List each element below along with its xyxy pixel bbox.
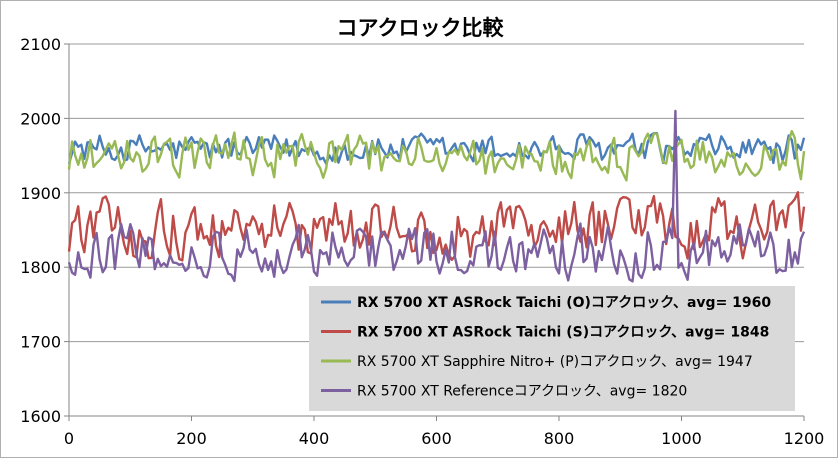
x-axis-ticks: 0 200 400 600 800 1000 1200 (64, 416, 824, 448)
x-tick-label: 200 (176, 429, 207, 448)
y-tick-label: 1600 (20, 407, 61, 426)
legend-label-4: RX 5700 XT Referenceコアクロック、avg= 1820 (357, 384, 687, 400)
x-tick-label: 600 (421, 429, 452, 448)
y-tick-label: 1800 (20, 258, 61, 277)
series-line-2 (67, 191, 806, 262)
series-line-3 (67, 129, 806, 182)
x-tick-label: 800 (544, 429, 575, 448)
y-axis-ticks: 1600 1700 1800 1900 2000 2100 (20, 35, 69, 426)
legend-label-1: RX 5700 XT ASRock Taichi (O)コアクロック、avg= … (357, 295, 771, 311)
chart-title: コアクロック比較 (337, 16, 505, 40)
x-tick-label: 1000 (661, 429, 702, 448)
legend-items: RX 5700 XT ASRock Taichi (O)コアクロック、avg= … (321, 295, 771, 400)
y-tick-label: 1900 (20, 184, 61, 203)
y-tick-label: 1700 (20, 333, 61, 352)
legend-label-2: RX 5700 XT ASRock Taichi (S)コアクロック、avg= … (357, 325, 769, 341)
legend-background (309, 286, 795, 411)
x-tick-label: 1200 (784, 429, 825, 448)
series-line-4 (67, 109, 806, 283)
y-tick-label: 2000 (20, 109, 61, 128)
legend-label-3: RX 5700 XT Sapphire Nitro+ (P)コアクロック、avg… (357, 354, 753, 370)
x-tick-label: 400 (299, 429, 330, 448)
x-tick-label: 0 (64, 429, 74, 448)
series-lines (67, 109, 806, 283)
y-tick-label: 2100 (20, 35, 61, 54)
legend: RX 5700 XT ASRock Taichi (O)コアクロック、avg= … (309, 286, 795, 411)
